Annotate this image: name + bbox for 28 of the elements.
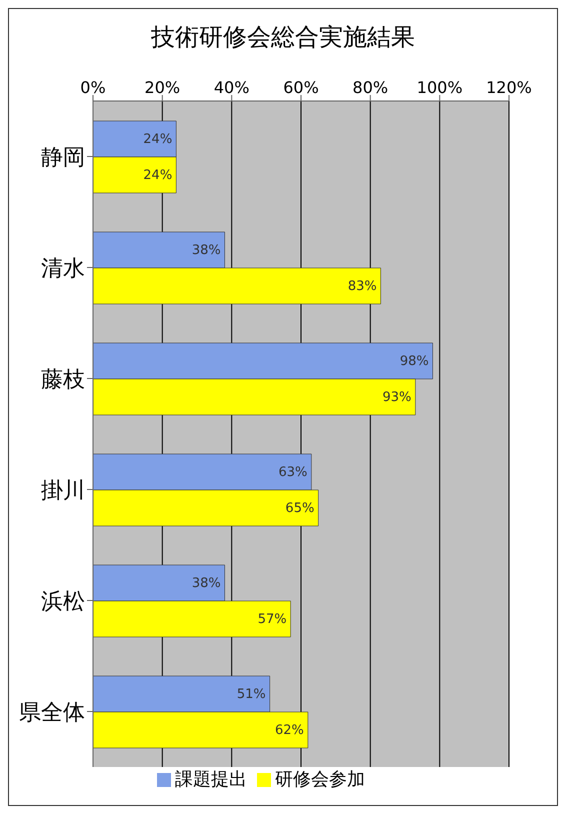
x-tick-label: 120% xyxy=(486,78,532,97)
data-label: 63% xyxy=(278,464,308,480)
legend-label: 課題提出 xyxy=(175,769,247,790)
y-tick-label: 県全体 xyxy=(19,700,85,726)
y-tick-label: 藤枝 xyxy=(41,367,85,392)
x-tick-label: 60% xyxy=(283,78,319,97)
data-label: 38% xyxy=(192,576,221,591)
data-label: 93% xyxy=(382,390,412,405)
data-label: 98% xyxy=(400,354,429,369)
y-tick-label: 浜松 xyxy=(41,589,85,614)
data-label: 24% xyxy=(143,132,172,147)
y-tick-label: 静岡 xyxy=(41,145,85,170)
chart-title: 技術研修会総合実施結果 xyxy=(150,22,416,53)
data-label: 51% xyxy=(236,686,266,702)
y-tick-label: 掛川 xyxy=(41,478,85,504)
x-tick-label: 40% xyxy=(214,78,250,97)
data-label: 62% xyxy=(275,722,304,738)
data-label: 65% xyxy=(285,500,314,516)
x-tick-label: 100% xyxy=(416,78,463,97)
x-tick-label: 20% xyxy=(144,78,180,97)
x-tick-label: 80% xyxy=(352,78,388,97)
data-label: 38% xyxy=(192,242,221,258)
x-tick-label: 0% xyxy=(80,78,106,97)
data-label: 83% xyxy=(348,278,377,294)
legend-label: 研修会参加 xyxy=(275,769,365,790)
data-label: 57% xyxy=(258,612,287,627)
y-tick-label: 清水 xyxy=(41,256,85,282)
data-label: 24% xyxy=(143,168,172,183)
